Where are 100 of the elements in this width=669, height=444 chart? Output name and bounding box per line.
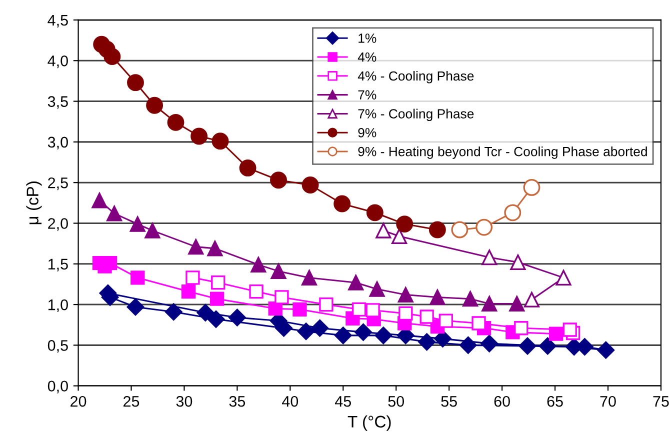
point bbox=[130, 270, 145, 285]
point bbox=[549, 326, 564, 341]
point bbox=[514, 321, 528, 336]
point bbox=[398, 287, 414, 303]
x-tick-label: 65 bbox=[547, 396, 563, 407]
y-tick-label: 4,5 bbox=[48, 15, 68, 28]
point bbox=[212, 132, 229, 150]
point bbox=[144, 222, 160, 238]
point bbox=[462, 291, 478, 307]
point bbox=[334, 195, 351, 212]
point bbox=[434, 330, 452, 348]
y-tick-label: 4,0 bbox=[48, 56, 68, 68]
point bbox=[104, 48, 121, 66]
point bbox=[366, 303, 380, 318]
point bbox=[438, 314, 453, 328]
point bbox=[562, 322, 577, 337]
legend-label: 7% - Cooling Phase bbox=[358, 108, 474, 122]
point bbox=[210, 292, 224, 306]
point bbox=[292, 302, 307, 316]
point bbox=[186, 270, 200, 285]
point bbox=[92, 192, 108, 208]
point bbox=[106, 206, 122, 222]
point bbox=[211, 276, 226, 290]
y-tick-label: 1,0 bbox=[48, 299, 68, 312]
point bbox=[418, 333, 436, 351]
y-tick-label: 3,0 bbox=[48, 136, 68, 150]
point bbox=[376, 222, 392, 238]
point bbox=[319, 297, 334, 312]
x-tick-label: 40 bbox=[282, 396, 298, 407]
point bbox=[556, 270, 572, 286]
point bbox=[476, 218, 493, 236]
x-axis-title: T (°C) bbox=[348, 415, 391, 431]
point bbox=[510, 254, 526, 270]
point bbox=[420, 310, 434, 324]
point bbox=[451, 221, 468, 238]
point bbox=[302, 176, 319, 194]
point bbox=[164, 303, 182, 321]
y-tick-label: 0,5 bbox=[48, 340, 68, 353]
x-tick-label: 45 bbox=[334, 396, 351, 407]
point bbox=[270, 263, 286, 279]
point bbox=[130, 216, 146, 232]
point bbox=[352, 302, 366, 316]
point bbox=[239, 159, 256, 176]
point bbox=[207, 240, 223, 256]
y-tick-label: 3,5 bbox=[48, 96, 68, 109]
legend-label: 9% - Heating beyond Tcr - Cooling Phase aborted bbox=[358, 146, 647, 159]
point bbox=[396, 216, 414, 233]
point bbox=[369, 281, 385, 297]
point bbox=[523, 178, 540, 196]
x-tick-label: 50 bbox=[388, 396, 404, 407]
point bbox=[428, 221, 446, 238]
point bbox=[509, 296, 525, 312]
point bbox=[196, 304, 214, 322]
point bbox=[374, 326, 392, 344]
point bbox=[348, 274, 364, 290]
point bbox=[366, 204, 384, 222]
point bbox=[126, 298, 144, 316]
x-tick-label: 20 bbox=[70, 396, 86, 407]
x-tick-label: 55 bbox=[441, 396, 457, 407]
point bbox=[482, 296, 498, 312]
legend-label: 1% bbox=[358, 34, 376, 43]
legend-label: 7% bbox=[358, 90, 376, 100]
legend-label: 9% bbox=[358, 128, 376, 138]
point bbox=[504, 204, 522, 222]
legend-label: 4% - Cooling Phase bbox=[358, 70, 474, 84]
point bbox=[188, 239, 204, 255]
point bbox=[250, 256, 266, 272]
point bbox=[297, 322, 315, 340]
x-tick-label: 30 bbox=[176, 396, 192, 407]
point bbox=[334, 326, 352, 344]
point bbox=[354, 323, 372, 341]
y-tick-label: 2,5 bbox=[48, 177, 68, 190]
point bbox=[207, 310, 225, 328]
point bbox=[190, 128, 208, 145]
x-tick-label: 70 bbox=[600, 396, 616, 407]
x-tick-label: 35 bbox=[229, 396, 246, 407]
legend-label: 4% bbox=[358, 52, 376, 62]
x-tick-label: 25 bbox=[124, 396, 140, 407]
point bbox=[430, 289, 446, 305]
point bbox=[181, 284, 196, 299]
point bbox=[301, 270, 318, 286]
point bbox=[482, 250, 498, 266]
point bbox=[597, 341, 615, 359]
point bbox=[228, 308, 246, 326]
point bbox=[538, 337, 556, 355]
point bbox=[146, 96, 164, 114]
point bbox=[459, 336, 477, 354]
y-tick-label: 1,5 bbox=[48, 258, 68, 272]
point bbox=[480, 334, 498, 352]
point bbox=[524, 292, 540, 308]
point bbox=[268, 302, 282, 316]
x-tick-label: 60 bbox=[494, 396, 510, 407]
y-tick-label: 2,0 bbox=[48, 218, 68, 231]
point bbox=[518, 337, 536, 355]
point bbox=[274, 290, 289, 304]
point bbox=[270, 172, 287, 189]
y-tick-label: 0,0 bbox=[48, 380, 68, 394]
x-tick-label: 75 bbox=[653, 396, 669, 407]
point bbox=[398, 306, 413, 321]
point bbox=[249, 284, 264, 299]
